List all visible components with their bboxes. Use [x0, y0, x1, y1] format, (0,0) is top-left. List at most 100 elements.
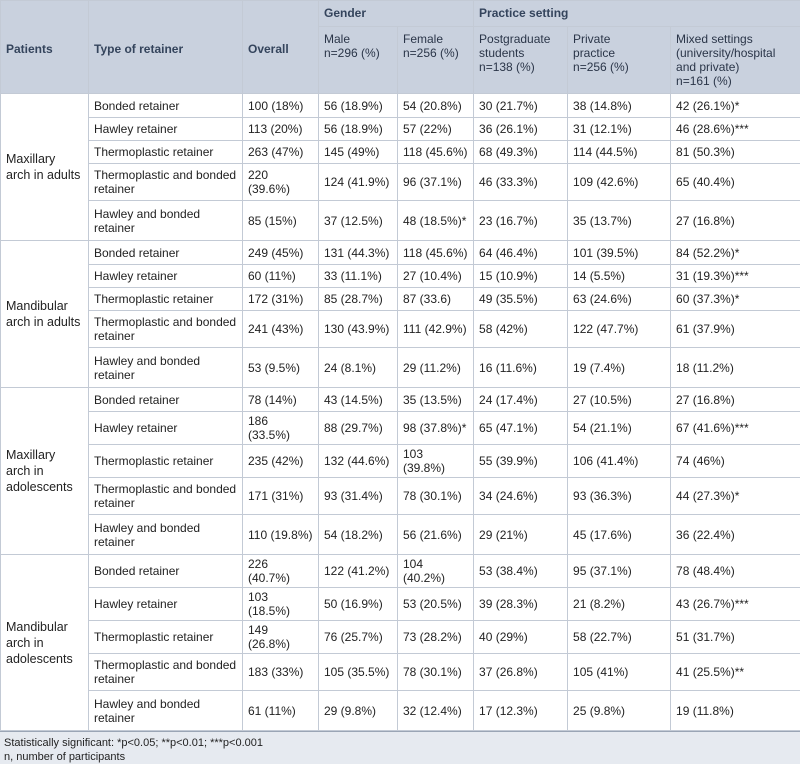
- value-cell: 130 (43.9%): [319, 311, 398, 348]
- value-cell: 226 (40.7%): [243, 555, 319, 588]
- value-cell: 56 (18.9%): [319, 94, 398, 118]
- value-cell: 64 (46.4%): [474, 241, 568, 265]
- value-cell: 21 (8.2%): [568, 588, 671, 621]
- value-cell: 118 (45.6%): [398, 141, 474, 164]
- value-cell: 220 (39.6%): [243, 164, 319, 201]
- value-cell: 37 (26.8%): [474, 654, 568, 691]
- value-cell: 37 (12.5%): [319, 201, 398, 241]
- value-cell: 65 (40.4%): [671, 164, 800, 201]
- value-cell: 241 (43%): [243, 311, 319, 348]
- value-cell: 40 (29%): [474, 621, 568, 654]
- value-cell: 171 (31%): [243, 478, 319, 515]
- value-cell: 27 (10.5%): [568, 388, 671, 412]
- value-cell: 106 (41.4%): [568, 445, 671, 478]
- value-cell: 25 (9.8%): [568, 691, 671, 731]
- type-cell: Bonded retainer: [89, 241, 243, 265]
- value-cell: 78 (30.1%): [398, 654, 474, 691]
- value-cell: 53 (38.4%): [474, 555, 568, 588]
- type-cell: Bonded retainer: [89, 555, 243, 588]
- value-cell: 113 (20%): [243, 118, 319, 141]
- header-cell: Practice setting: [474, 1, 800, 27]
- value-cell: 49 (35.5%): [474, 288, 568, 311]
- value-cell: 263 (47%): [243, 141, 319, 164]
- value-cell: 57 (22%): [398, 118, 474, 141]
- value-cell: 110 (19.8%): [243, 515, 319, 555]
- value-cell: 65 (47.1%): [474, 412, 568, 445]
- value-cell: 38 (14.8%): [568, 94, 671, 118]
- value-cell: 48 (18.5%)*: [398, 201, 474, 241]
- value-cell: 58 (42%): [474, 311, 568, 348]
- header-cell: Patients: [1, 1, 89, 94]
- value-cell: 132 (44.6%): [319, 445, 398, 478]
- type-cell: Hawley and bonded retainer: [89, 348, 243, 388]
- value-cell: 24 (17.4%): [474, 388, 568, 412]
- value-cell: 103 (18.5%): [243, 588, 319, 621]
- value-cell: 34 (24.6%): [474, 478, 568, 515]
- value-cell: 53 (20.5%): [398, 588, 474, 621]
- value-cell: 63 (24.6%): [568, 288, 671, 311]
- value-cell: 98 (37.8%)*: [398, 412, 474, 445]
- value-cell: 124 (41.9%): [319, 164, 398, 201]
- value-cell: 15 (10.9%): [474, 265, 568, 288]
- value-cell: 55 (39.9%): [474, 445, 568, 478]
- value-cell: 73 (28.2%): [398, 621, 474, 654]
- value-cell: 44 (27.3%)*: [671, 478, 800, 515]
- value-cell: 93 (31.4%): [319, 478, 398, 515]
- value-cell: 31 (12.1%): [568, 118, 671, 141]
- value-cell: 54 (21.1%): [568, 412, 671, 445]
- value-cell: 46 (28.6%)***: [671, 118, 800, 141]
- value-cell: 100 (18%): [243, 94, 319, 118]
- value-cell: 41 (25.5%)**: [671, 654, 800, 691]
- value-cell: 103 (39.8%): [398, 445, 474, 478]
- value-cell: 42 (26.1%)*: [671, 94, 800, 118]
- value-cell: 35 (13.7%): [568, 201, 671, 241]
- type-cell: Hawley retainer: [89, 118, 243, 141]
- value-cell: 74 (46%): [671, 445, 800, 478]
- value-cell: 27 (16.8%): [671, 388, 800, 412]
- value-cell: 54 (18.2%): [319, 515, 398, 555]
- header-cell: Male n=296 (%): [319, 27, 398, 94]
- type-cell: Hawley and bonded retainer: [89, 515, 243, 555]
- value-cell: 96 (37.1%): [398, 164, 474, 201]
- value-cell: 67 (41.6%)***: [671, 412, 800, 445]
- header-cell: Overall: [243, 1, 319, 94]
- value-cell: 145 (49%): [319, 141, 398, 164]
- value-cell: 36 (26.1%): [474, 118, 568, 141]
- value-cell: 23 (16.7%): [474, 201, 568, 241]
- type-cell: Thermoplastic retainer: [89, 141, 243, 164]
- value-cell: 84 (52.2%)*: [671, 241, 800, 265]
- type-cell: Thermoplastic retainer: [89, 288, 243, 311]
- value-cell: 45 (17.6%): [568, 515, 671, 555]
- type-cell: Thermoplastic and bonded retainer: [89, 311, 243, 348]
- type-cell: Thermoplastic and bonded retainer: [89, 478, 243, 515]
- value-cell: 29 (21%): [474, 515, 568, 555]
- value-cell: 149 (26.8%): [243, 621, 319, 654]
- patients-cell: Mandibular arch in adults: [1, 241, 89, 388]
- header-cell: Female n=256 (%): [398, 27, 474, 94]
- value-cell: 118 (45.6%): [398, 241, 474, 265]
- patients-cell: Mandibular arch in adolescents: [1, 555, 89, 731]
- footnote: Statistically significant: *p<0.05; **p<…: [0, 731, 800, 764]
- value-cell: 249 (45%): [243, 241, 319, 265]
- footnote-line: Statistically significant: *p<0.05; **p<…: [4, 736, 796, 750]
- value-cell: 39 (28.3%): [474, 588, 568, 621]
- value-cell: 76 (25.7%): [319, 621, 398, 654]
- type-cell: Thermoplastic retainer: [89, 445, 243, 478]
- value-cell: 172 (31%): [243, 288, 319, 311]
- value-cell: 78 (14%): [243, 388, 319, 412]
- value-cell: 24 (8.1%): [319, 348, 398, 388]
- value-cell: 14 (5.5%): [568, 265, 671, 288]
- value-cell: 235 (42%): [243, 445, 319, 478]
- value-cell: 30 (21.7%): [474, 94, 568, 118]
- value-cell: 87 (33.6): [398, 288, 474, 311]
